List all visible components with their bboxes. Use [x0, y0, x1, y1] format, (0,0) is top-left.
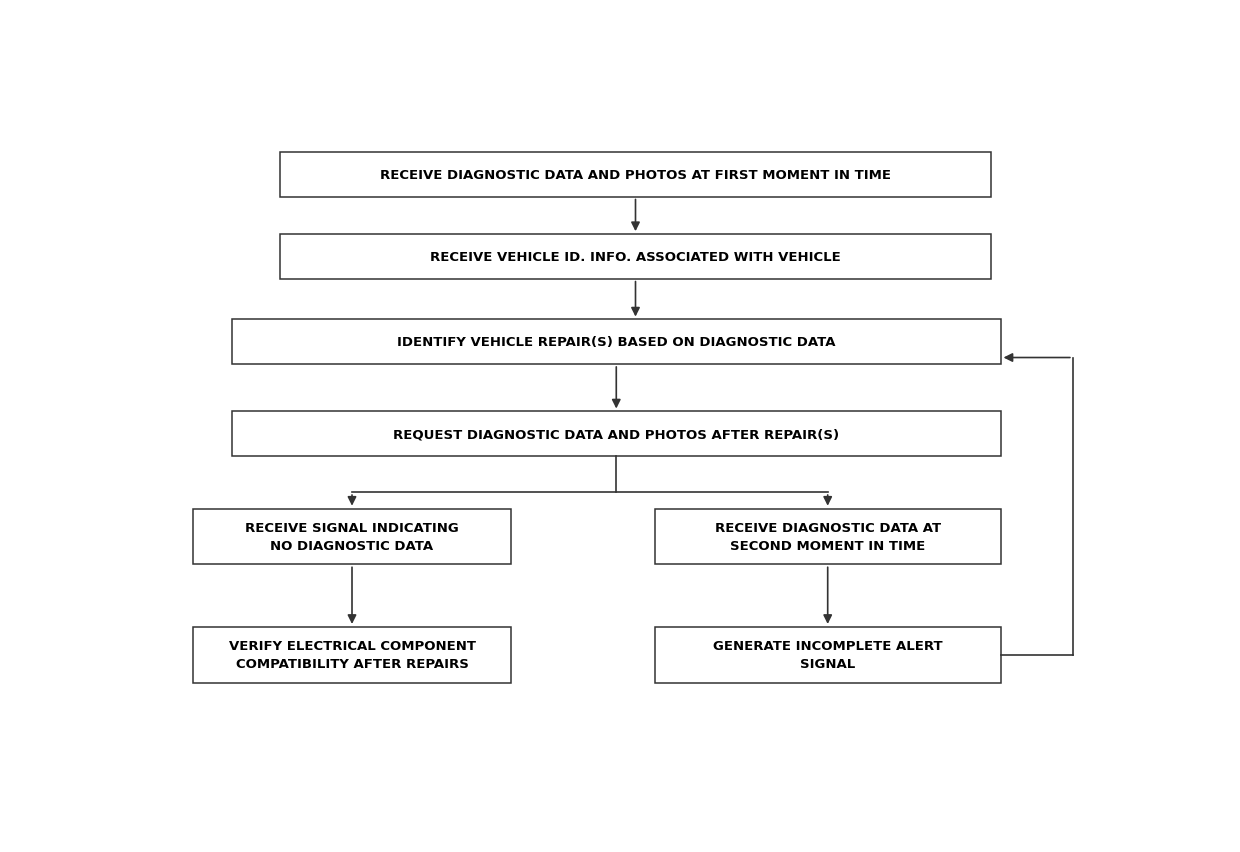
Text: VERIFY ELECTRICAL COMPONENT
COMPATIBILITY AFTER REPAIRS: VERIFY ELECTRICAL COMPONENT COMPATIBILIT… — [228, 640, 475, 671]
FancyBboxPatch shape — [655, 509, 1001, 565]
Text: RECEIVE SIGNAL INDICATING
NO DIAGNOSTIC DATA: RECEIVE SIGNAL INDICATING NO DIAGNOSTIC … — [246, 521, 459, 552]
FancyBboxPatch shape — [280, 235, 991, 279]
Text: REQUEST DIAGNOSTIC DATA AND PHOTOS AFTER REPAIR(S): REQUEST DIAGNOSTIC DATA AND PHOTOS AFTER… — [393, 428, 839, 440]
FancyBboxPatch shape — [193, 627, 511, 682]
Text: IDENTIFY VEHICLE REPAIR(S) BASED ON DIAGNOSTIC DATA: IDENTIFY VEHICLE REPAIR(S) BASED ON DIAG… — [397, 336, 836, 348]
FancyBboxPatch shape — [232, 412, 1001, 457]
FancyBboxPatch shape — [655, 627, 1001, 682]
Text: RECEIVE DIAGNOSTIC DATA AND PHOTOS AT FIRST MOMENT IN TIME: RECEIVE DIAGNOSTIC DATA AND PHOTOS AT FI… — [379, 169, 892, 181]
FancyBboxPatch shape — [193, 509, 511, 565]
Text: RECEIVE DIAGNOSTIC DATA AT
SECOND MOMENT IN TIME: RECEIVE DIAGNOSTIC DATA AT SECOND MOMENT… — [714, 521, 941, 552]
FancyBboxPatch shape — [232, 320, 1001, 365]
Text: RECEIVE VEHICLE ID. INFO. ASSOCIATED WITH VEHICLE: RECEIVE VEHICLE ID. INFO. ASSOCIATED WIT… — [430, 250, 841, 263]
FancyBboxPatch shape — [280, 153, 991, 198]
Text: GENERATE INCOMPLETE ALERT
SIGNAL: GENERATE INCOMPLETE ALERT SIGNAL — [713, 640, 942, 671]
